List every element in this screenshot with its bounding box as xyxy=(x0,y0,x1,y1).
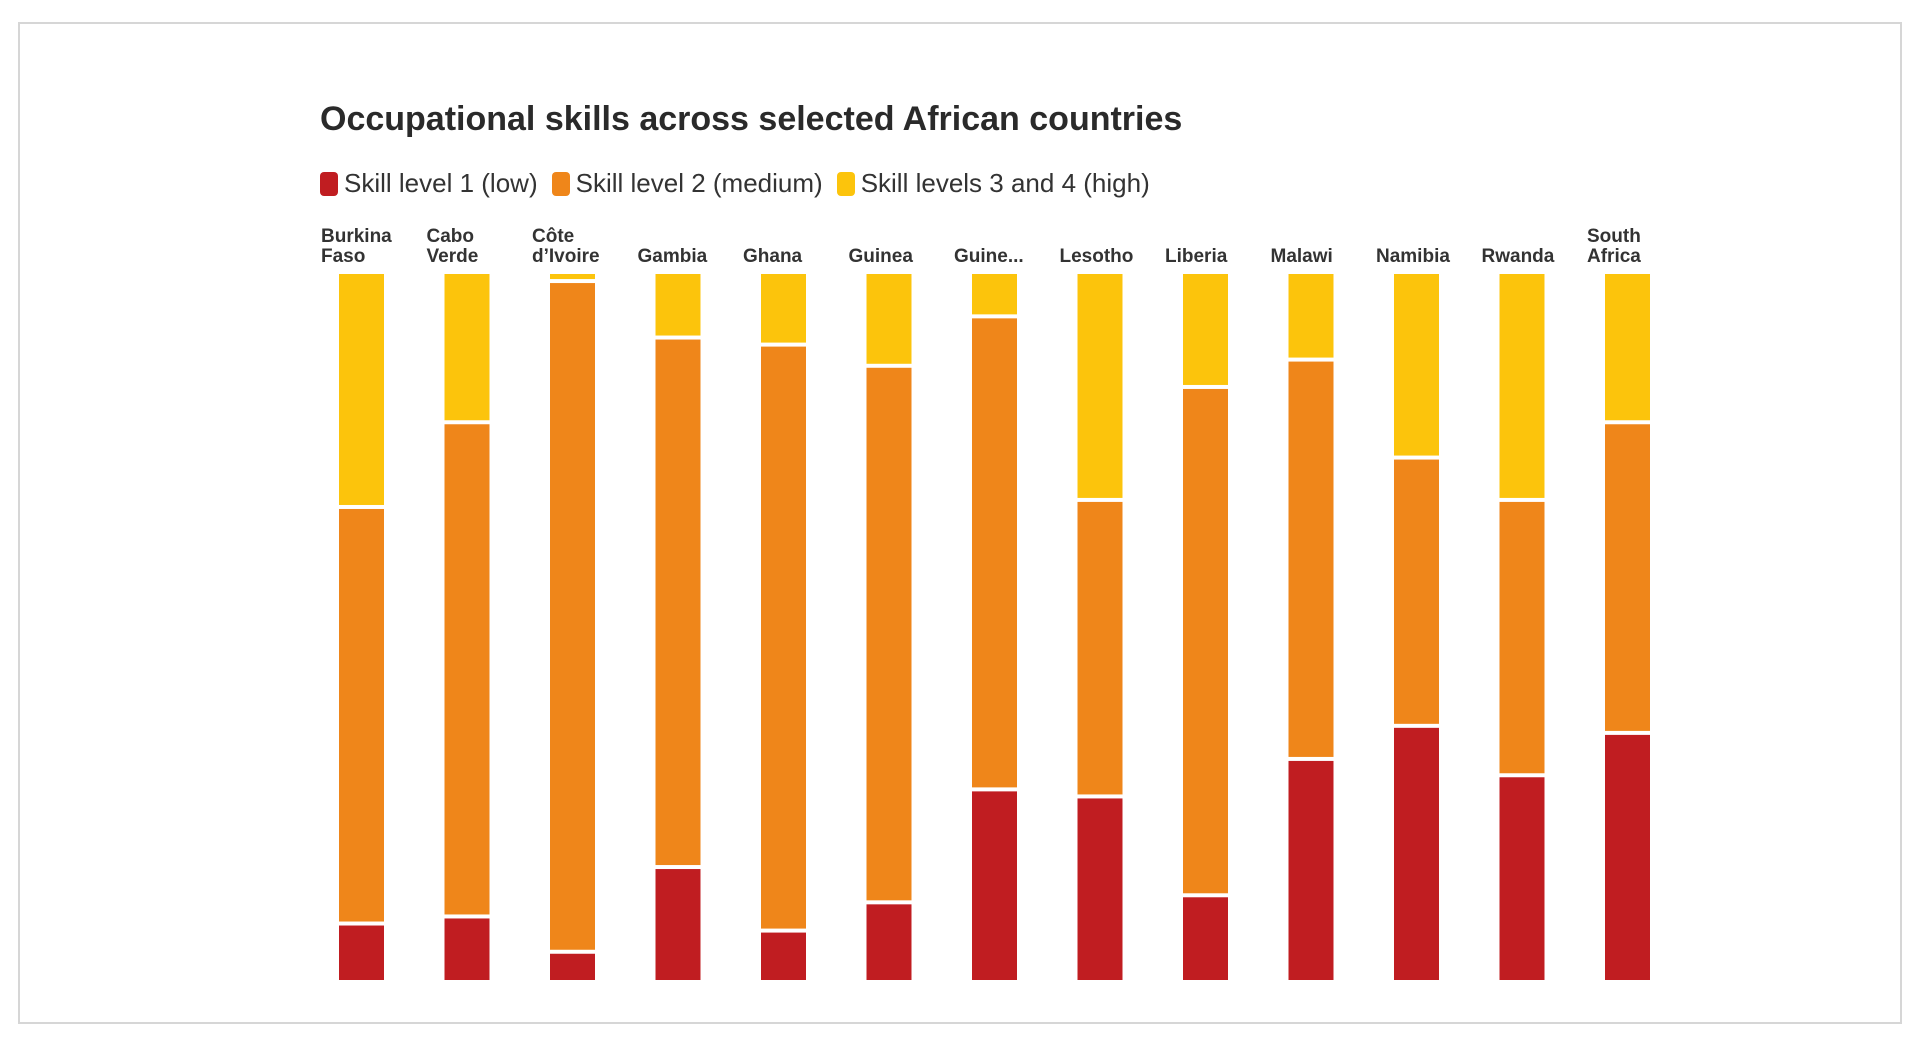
bar-segment-low xyxy=(761,932,806,980)
bar-segment-medium xyxy=(1394,459,1439,724)
bar-segment-low xyxy=(1394,727,1439,980)
category-label: South Africa xyxy=(1587,226,1641,267)
legend-swatch-high xyxy=(836,171,855,196)
bar-segment-low xyxy=(444,918,490,980)
bar-segment-low xyxy=(1499,777,1545,980)
bar-segment-medium xyxy=(339,508,384,922)
legend-item-medium: Skill level 2 (medium) xyxy=(551,168,823,199)
legend-swatch-low xyxy=(320,171,338,196)
bar-segment-medium xyxy=(761,346,806,929)
bar-segment-medium xyxy=(550,283,595,950)
legend-swatch-medium xyxy=(551,171,570,196)
legend-label-high: Skill levels 3 and 4 (high) xyxy=(860,168,1150,198)
bar-segment-medium xyxy=(1288,361,1334,757)
category-label: Guinea xyxy=(849,246,914,267)
bar-segment-medium xyxy=(1077,501,1123,795)
category-label: Côte d’Ivoire xyxy=(532,226,600,267)
legend: Skill level 1 (low) Skill level 2 (mediu… xyxy=(320,168,1164,199)
bar-segment-high xyxy=(972,274,1017,315)
bar-segment-low xyxy=(1288,760,1334,980)
bar-segment-low xyxy=(972,791,1017,980)
bar-segment-medium xyxy=(655,339,701,866)
bar-segment-low xyxy=(1077,798,1123,980)
bar-segment-high xyxy=(444,274,490,421)
bar-segment-low xyxy=(866,904,912,980)
chart-title: Occupational skills across selected Afri… xyxy=(320,100,1183,138)
bar-segment-high xyxy=(1499,274,1545,498)
bar-segment-medium xyxy=(444,424,490,915)
category-label: Liberia xyxy=(1165,246,1228,267)
bar-segment-high xyxy=(1605,274,1650,421)
bar-segment-high xyxy=(761,274,806,343)
bar-segment-low xyxy=(1183,897,1228,980)
bar-segment-medium xyxy=(1605,424,1650,731)
bar-segment-low xyxy=(550,953,595,980)
bar-segment-medium xyxy=(866,367,912,901)
bar-segment-high xyxy=(1394,274,1439,456)
bar-segment-medium xyxy=(1183,388,1228,894)
category-label: Ghana xyxy=(743,246,803,267)
bar-segment-high xyxy=(1288,274,1334,358)
category-label: Lesotho xyxy=(1060,246,1134,267)
legend-label-low: Skill level 1 (low) xyxy=(344,168,538,198)
bar-segment-high xyxy=(655,274,701,336)
category-label: Gambia xyxy=(638,246,708,267)
category-label: Rwanda xyxy=(1482,246,1555,267)
category-label: Burkina Faso xyxy=(321,226,392,267)
category-label: Guine... xyxy=(954,246,1024,267)
bar-segment-high xyxy=(550,274,595,280)
category-label: Cabo Verde xyxy=(427,226,479,267)
bar-segment-low xyxy=(339,925,384,980)
bar-segment-medium xyxy=(972,318,1017,788)
legend-label-medium: Skill level 2 (medium) xyxy=(575,168,823,198)
bar-segment-high xyxy=(866,274,912,364)
category-label: Namibia xyxy=(1376,246,1450,267)
legend-item-high: Skill levels 3 and 4 (high) xyxy=(836,168,1150,199)
bar-segment-low xyxy=(655,869,701,980)
legend-item-low: Skill level 1 (low) xyxy=(320,168,538,199)
bar-segment-low xyxy=(1605,734,1650,980)
bar-segment-high xyxy=(339,274,384,505)
category-label: Malawi xyxy=(1271,246,1333,267)
bar-segment-medium xyxy=(1499,501,1545,774)
bar-segment-high xyxy=(1077,274,1123,498)
bar-segment-high xyxy=(1183,274,1228,385)
